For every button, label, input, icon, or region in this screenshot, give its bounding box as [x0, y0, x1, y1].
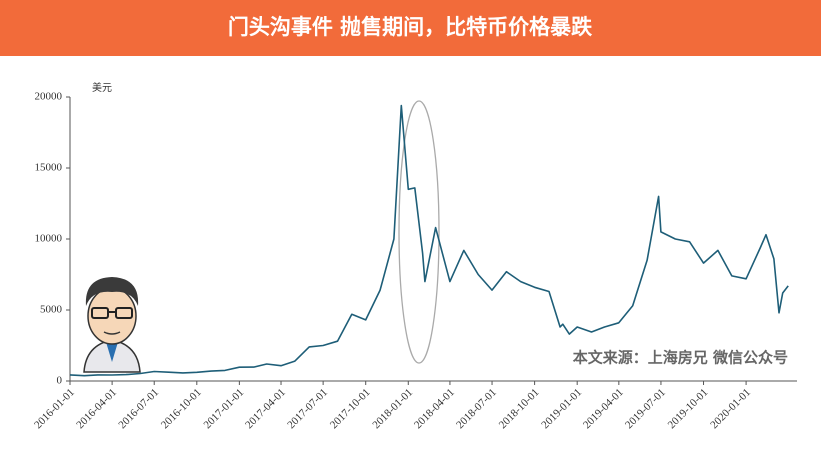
- highlight-ellipse: [398, 100, 440, 364]
- chart-title: 门头沟事件 抛售期间，比特币价格暴跌: [228, 15, 593, 39]
- y-tick-label: 15000: [35, 162, 63, 174]
- avatar: [83, 277, 141, 373]
- x-tick-label: 2017-04-01: [243, 386, 288, 431]
- x-tick-label: 2018-07-01: [454, 386, 499, 431]
- x-tick-label: 2018-01-01: [370, 386, 415, 431]
- x-tick-label: 2019-04-01: [581, 386, 626, 431]
- title-banner: [0, 0, 821, 56]
- price-line: [69, 104, 789, 377]
- x-tick-label: 2016-10-01: [159, 386, 204, 431]
- x-tick-label: 2019-07-01: [623, 386, 668, 431]
- x-tick-label: 2018-10-01: [497, 386, 542, 431]
- y-tick-label: 20000: [35, 91, 63, 103]
- x-tick-label: 2019-10-01: [666, 386, 711, 431]
- y-tick-label: 10000: [35, 233, 63, 245]
- watermark: 本文来源：上海房兄 微信公众号: [573, 349, 788, 367]
- y-tick-label: 5000: [40, 304, 63, 316]
- x-tick-label: 2018-04-01: [412, 386, 457, 431]
- y-axis-label: 美元: [92, 81, 112, 94]
- x-tick-label: 2017-07-01: [285, 386, 330, 431]
- x-tick-label: 2016-07-01: [116, 386, 161, 431]
- y-tick-label: 0: [57, 375, 63, 387]
- x-tick-label: 2019-01-01: [539, 386, 584, 431]
- x-tick-label: 2017-10-01: [328, 386, 373, 431]
- x-tick-label: 2020-01-01: [708, 386, 753, 431]
- x-tick-label: 2017-01-01: [202, 386, 247, 431]
- x-tick-label: 2016-01-01: [32, 386, 77, 431]
- x-tick-label: 2016-04-01: [74, 386, 119, 431]
